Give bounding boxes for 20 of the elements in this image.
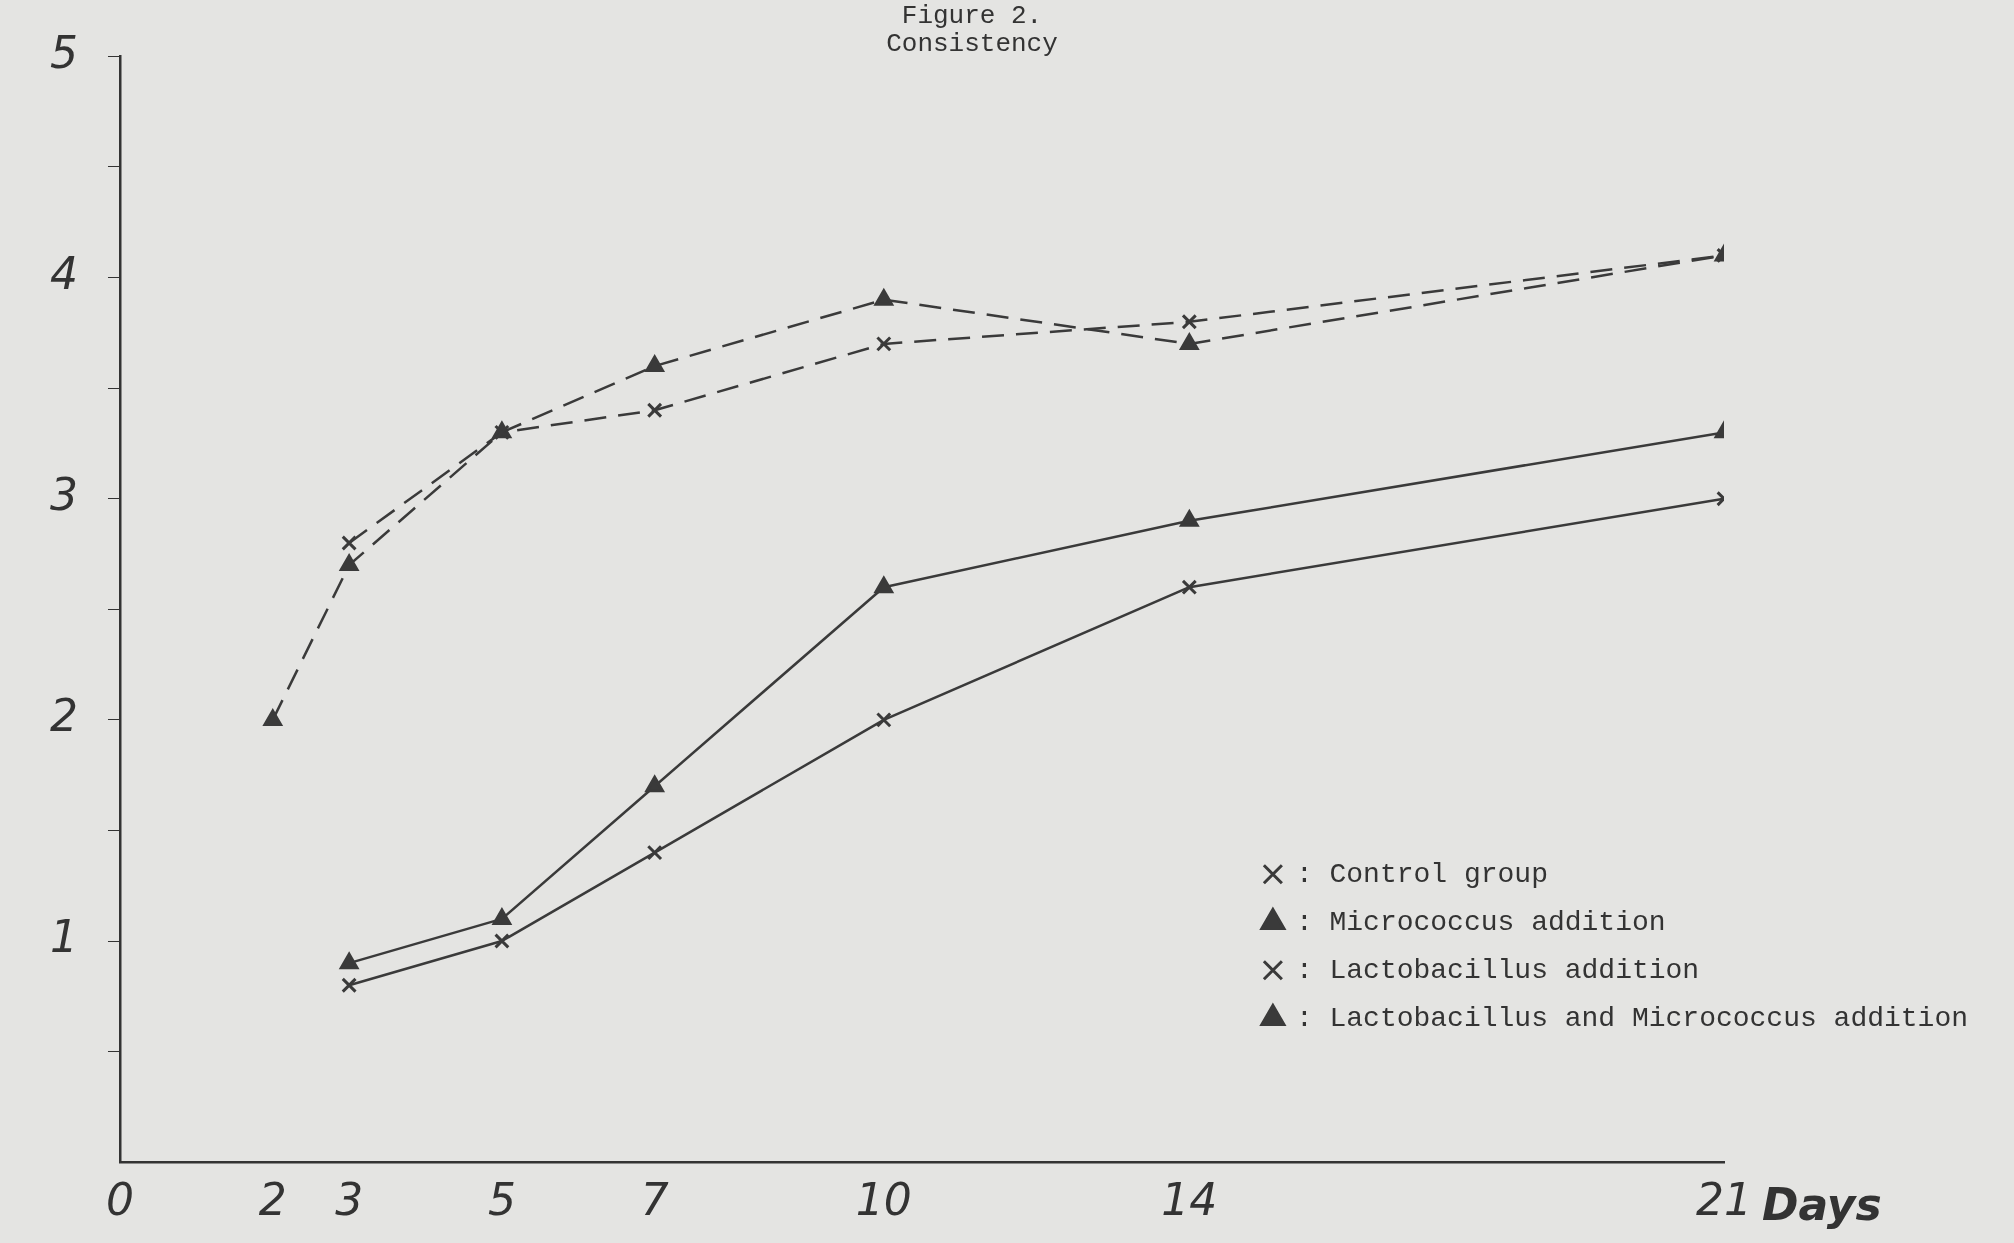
x-tick-label: 5	[487, 1174, 516, 1226]
x-tick-label: 7	[640, 1174, 669, 1226]
x-tick-label: 3	[335, 1174, 364, 1226]
x-tick-label: 2	[258, 1174, 287, 1226]
x-tick-label: 14	[1161, 1174, 1218, 1226]
legend-label: : Lactobacillus addition	[1295, 954, 1700, 986]
y-tick-label: 3	[49, 469, 78, 521]
y-tick-label: 2	[49, 690, 78, 742]
chart-title: Figure 2.	[901, 0, 1043, 31]
legend-label: : Micrococcus addition	[1295, 906, 1666, 938]
x-axis-title: Days	[1762, 1178, 1882, 1230]
y-tick-label: 5	[49, 26, 78, 78]
y-tick-label: 4	[49, 248, 78, 299]
x-tick-label: 21	[1696, 1174, 1752, 1226]
y-tick-label: 1	[49, 911, 78, 963]
legend-label: : Lactobacillus and Micrococcus addition	[1295, 1002, 1968, 1034]
legend-label: : Control group	[1295, 858, 1548, 890]
x-tick-label: 10	[855, 1174, 912, 1226]
x-tick-label: 0	[105, 1174, 134, 1226]
chart-subtitle: Consistency	[886, 28, 1058, 59]
